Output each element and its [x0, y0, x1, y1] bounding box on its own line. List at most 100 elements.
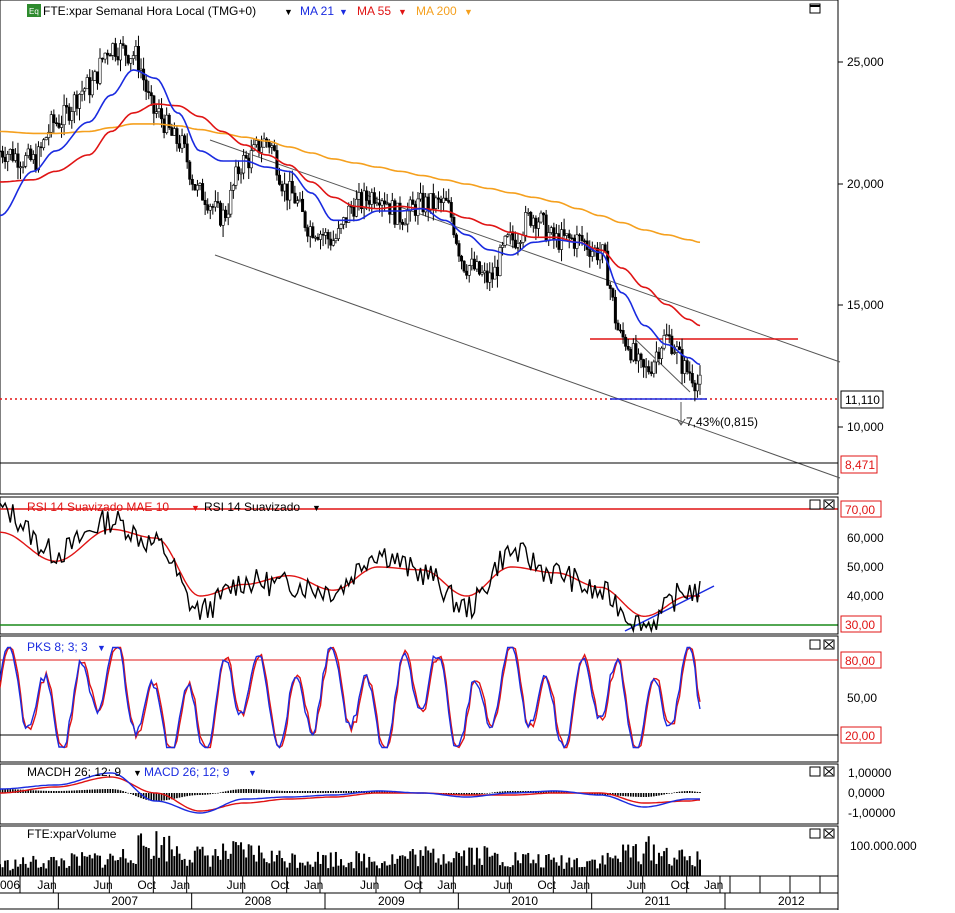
volume-bar	[475, 847, 478, 876]
channel-upper-line	[209, 139, 841, 363]
pks-tick-80: 80,00	[845, 654, 875, 668]
macd-histogram-bar	[627, 793, 630, 797]
month-label: Jun	[93, 878, 112, 892]
volume-panel-title[interactable]: FTE:xparVolume	[27, 827, 117, 841]
price-candle-body	[147, 91, 151, 93]
pks-dropdown-icon[interactable]: ▼	[97, 643, 106, 653]
volume-bar	[334, 851, 337, 876]
volume-bar	[557, 865, 560, 876]
pks-20-box	[840, 726, 882, 744]
title-dropdown-icon[interactable]: ▼	[284, 7, 293, 17]
price-candle-body	[406, 210, 410, 225]
price-candle-body	[698, 374, 702, 385]
rsi-panel-title[interactable]: RSI 14 Suavizado MAE 10	[27, 500, 169, 514]
volume-bar	[104, 864, 107, 876]
macd-histogram-bar	[558, 791, 560, 793]
price-candle-body	[362, 190, 366, 210]
macd-dropdown-icon[interactable]: ▼	[248, 768, 257, 778]
volume-bar	[229, 853, 232, 876]
macd-restore-icon[interactable]	[809, 766, 821, 777]
price-tick-25000: 25,000	[847, 55, 884, 69]
macd-histogram-bar	[335, 791, 337, 793]
price-candle-body	[298, 198, 302, 201]
macd-histogram-bar	[204, 793, 206, 795]
volume-bar	[247, 844, 250, 876]
rsi-title2-dropdown-icon[interactable]: ▼	[312, 503, 321, 513]
ma55-legend[interactable]: MA 55	[357, 4, 391, 18]
ma55-dropdown-icon[interactable]: ▼	[398, 7, 407, 17]
price-candle-body	[224, 209, 228, 218]
macd-histogram-bar	[276, 790, 278, 793]
ma200-legend[interactable]: MA 200	[416, 4, 457, 18]
volume-bar	[601, 855, 604, 876]
volume-bar	[540, 867, 543, 876]
macdh-title[interactable]: MACDH 26; 12; 9	[27, 765, 121, 779]
volume-bar	[232, 841, 235, 876]
macd-title[interactable]: MACD 26; 12; 9	[144, 765, 230, 779]
price-candle-body	[295, 200, 299, 204]
macd-histogram-bar	[632, 793, 635, 797]
volume-bar	[304, 865, 307, 876]
macdh-dropdown-icon[interactable]: ▼	[133, 768, 142, 778]
macd-histogram-bar	[512, 791, 514, 793]
macd-histogram-bar	[324, 791, 327, 793]
volume-bar	[660, 856, 663, 876]
macd-histogram-bar	[301, 791, 304, 793]
year-label: 2010	[511, 894, 538, 908]
volume-bar	[499, 865, 501, 876]
macd-histogram-bar	[624, 793, 627, 797]
target-arrow-head	[676, 418, 686, 426]
macd-histogram-bar	[114, 789, 117, 793]
volume-bar	[4, 860, 7, 876]
rsi-panel-title-2[interactable]: RSI 14 Suavizado	[204, 500, 300, 514]
price-candle-body	[3, 156, 7, 162]
price-candle-body	[470, 258, 474, 266]
macd-histogram-bar	[247, 789, 250, 793]
price-panel-maximize-icon[interactable]	[809, 3, 821, 14]
volume-bar	[52, 856, 55, 876]
pks-panel-title[interactable]: PKS 8; 3; 3	[27, 640, 88, 654]
price-candle-body	[36, 146, 40, 171]
volume-bar	[114, 860, 117, 876]
macd-histogram-bar	[458, 793, 460, 795]
last-price-box	[840, 390, 884, 409]
price-candle-body	[136, 46, 140, 71]
price-candle-body	[385, 203, 389, 206]
volume-bar	[73, 854, 76, 876]
volume-bar	[283, 861, 286, 876]
volume-bar	[183, 858, 186, 876]
macd-histogram-bar	[253, 789, 255, 793]
volume-bar	[586, 861, 589, 876]
price-candle-body	[411, 199, 415, 205]
macd-histogram-bar	[317, 791, 319, 793]
macd-histogram-bar	[391, 791, 394, 793]
price-candle-body	[377, 202, 381, 206]
volume-bar	[152, 855, 155, 876]
volume-bar	[573, 859, 576, 876]
ma200-dropdown-icon[interactable]: ▼	[464, 7, 473, 17]
macd-histogram-bar	[235, 789, 237, 793]
volume-bar	[501, 862, 504, 876]
volume-bar	[6, 860, 9, 876]
rsi-title-dropdown-icon[interactable]: ▼	[191, 503, 200, 513]
pks-restore-icon[interactable]	[809, 639, 821, 650]
pks-tick-20: 20,00	[845, 729, 875, 743]
volume-bar	[222, 843, 225, 876]
price-candle-body	[647, 366, 651, 373]
volume-restore-icon[interactable]	[809, 828, 821, 839]
price-candles	[0, 35, 702, 402]
price-candle-body	[293, 192, 297, 204]
price-panel-title[interactable]: FTE:xpar Semanal Hora Local (TMG+0)	[43, 4, 256, 18]
price-candle-body	[188, 161, 192, 180]
ma21-dropdown-icon[interactable]: ▼	[339, 7, 348, 17]
ma21-legend[interactable]: MA 21	[300, 4, 334, 18]
volume-bar	[427, 850, 430, 876]
price-candle-body	[531, 217, 535, 226]
volume-bar	[437, 858, 440, 876]
volume-bar	[363, 853, 366, 876]
price-candle-body	[208, 206, 212, 211]
price-candle-body	[449, 202, 453, 218]
macd-histogram-bar	[655, 793, 658, 796]
price-candle-body	[626, 346, 630, 350]
rsi-restore-icon[interactable]	[809, 499, 821, 510]
